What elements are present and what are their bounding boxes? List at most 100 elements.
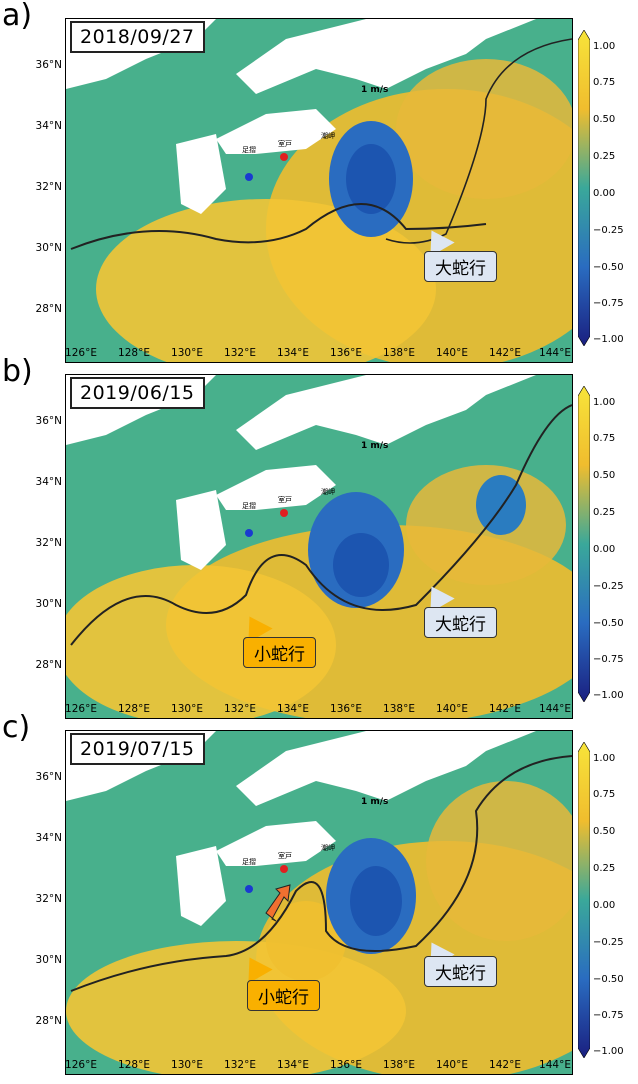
lon-label: 132°E: [224, 1059, 256, 1071]
place-muroto: 室戸: [278, 852, 292, 860]
panel-letter: a): [2, 0, 33, 33]
colorbar-tick: −0.50: [593, 618, 624, 629]
colorbar-tick: −1.00: [593, 1046, 624, 1057]
large-meander-callout: 大蛇行: [424, 607, 497, 638]
colorbar-tick: −0.25: [593, 937, 624, 948]
lon-label: 134°E: [277, 703, 309, 715]
lon-label: 126°E: [65, 1059, 97, 1071]
place-muroto: 室戸: [278, 496, 292, 504]
colorbar-tick: 1.00: [593, 753, 616, 764]
colorbar-tick: −0.25: [593, 225, 624, 236]
lat-label: 36°N: [35, 415, 62, 427]
map-canvas: [66, 731, 572, 1074]
lat-label: 30°N: [35, 598, 62, 610]
lon-label: 128°E: [118, 1059, 150, 1071]
panel-letter: b): [2, 354, 33, 389]
map-canvas: [66, 19, 572, 362]
lon-label: 138°E: [383, 347, 415, 359]
lat-label: 28°N: [35, 1015, 62, 1027]
lat-label: 32°N: [35, 893, 62, 905]
colorbar-tick: −0.50: [593, 262, 624, 273]
colorbar-tick: 0.25: [593, 507, 616, 518]
scale-arrow-label: 1 m/s: [361, 797, 389, 807]
date-label: 2019/06/15: [70, 377, 205, 409]
lon-label: 144°E: [539, 347, 571, 359]
colorbar-tick: 0.50: [593, 114, 616, 125]
lon-label: 126°E: [65, 703, 97, 715]
place-shionomisaki: 潮岬: [321, 844, 335, 852]
date-label: 2018/09/27: [70, 21, 205, 53]
colorbar-tick: −0.50: [593, 974, 624, 985]
colorbar-tick: 0.75: [593, 77, 616, 88]
lat-label: 28°N: [35, 303, 62, 315]
colorbar-tick: −0.75: [593, 654, 624, 665]
place-ashizuri: 足摺: [242, 502, 256, 510]
colorbar: [578, 30, 590, 346]
lon-label: 138°E: [383, 1059, 415, 1071]
lat-label: 36°N: [35, 771, 62, 783]
ocean-current-map: 2018/09/27 1 m/s 足摺 室戸 潮岬 大蛇行: [65, 18, 573, 363]
lat-label: 30°N: [35, 242, 62, 254]
lat-label: 32°N: [35, 537, 62, 549]
lon-label: 130°E: [171, 703, 203, 715]
lat-label: 36°N: [35, 59, 62, 71]
large-meander-callout: 大蛇行: [424, 956, 497, 987]
panel-letter: c): [2, 710, 31, 745]
lon-label: 130°E: [171, 1059, 203, 1071]
lon-label: 144°E: [539, 1059, 571, 1071]
lon-label: 140°E: [436, 347, 468, 359]
lat-label: 34°N: [35, 832, 62, 844]
lon-label: 132°E: [224, 703, 256, 715]
colorbar-tick: 1.00: [593, 41, 616, 52]
panel-c: c) 36°N 34°N 32°N 30°N 28°N 2019/07/15 1…: [0, 710, 638, 1075]
lon-label: 134°E: [277, 1059, 309, 1071]
lat-label: 30°N: [35, 954, 62, 966]
place-muroto: 室戸: [278, 140, 292, 148]
colorbar-tick: 0.50: [593, 470, 616, 481]
colorbar-tick: 1.00: [593, 397, 616, 408]
panel-b: b) 36°N 34°N 32°N 30°N 28°N 2019/06/15 1…: [0, 354, 638, 719]
lat-label: 32°N: [35, 181, 62, 193]
colorbar-tick: 0.50: [593, 826, 616, 837]
lat-label: 34°N: [35, 120, 62, 132]
lon-label: 128°E: [118, 347, 150, 359]
colorbar: [578, 386, 590, 702]
lat-label: 34°N: [35, 476, 62, 488]
place-ashizuri: 足摺: [242, 858, 256, 866]
colorbar-tick: −0.75: [593, 298, 624, 309]
colorbar-tick: 0.75: [593, 789, 616, 800]
colorbar-tick: −0.75: [593, 1010, 624, 1021]
small-meander-callout: 小蛇行: [247, 980, 320, 1011]
lon-label: 136°E: [330, 1059, 362, 1071]
colorbar-tick: −1.00: [593, 334, 624, 345]
lon-label: 126°E: [65, 347, 97, 359]
lon-label: 142°E: [489, 1059, 521, 1071]
colorbar-tick: 0.25: [593, 151, 616, 162]
scale-arrow-label: 1 m/s: [361, 85, 389, 95]
ocean-current-map: 2019/07/15 1 m/s 足摺 室戸 潮岬 大蛇行 小蛇行: [65, 730, 573, 1075]
map-canvas: [66, 375, 572, 718]
lon-label: 140°E: [436, 703, 468, 715]
large-meander-callout: 大蛇行: [424, 251, 497, 282]
colorbar-tick: 0.25: [593, 863, 616, 874]
lon-label: 144°E: [539, 703, 571, 715]
lon-label: 128°E: [118, 703, 150, 715]
lon-label: 136°E: [330, 347, 362, 359]
place-shionomisaki: 潮岬: [321, 488, 335, 496]
colorbar-tick: −0.25: [593, 581, 624, 592]
lon-label: 134°E: [277, 347, 309, 359]
colorbar-tick: 0.75: [593, 433, 616, 444]
place-shionomisaki: 潮岬: [321, 132, 335, 140]
lon-label: 130°E: [171, 347, 203, 359]
colorbar: [578, 742, 590, 1058]
place-ashizuri: 足摺: [242, 146, 256, 154]
lon-label: 132°E: [224, 347, 256, 359]
scale-arrow-label: 1 m/s: [361, 441, 389, 451]
colorbar-tick: 0.00: [593, 188, 616, 199]
small-meander-callout: 小蛇行: [243, 637, 316, 668]
lat-label: 28°N: [35, 659, 62, 671]
colorbar-tick: 0.00: [593, 900, 616, 911]
colorbar-tick: −1.00: [593, 690, 624, 701]
lon-label: 142°E: [489, 347, 521, 359]
ocean-current-map: 2019/06/15 1 m/s 足摺 室戸 潮岬 大蛇行 小蛇行: [65, 374, 573, 719]
